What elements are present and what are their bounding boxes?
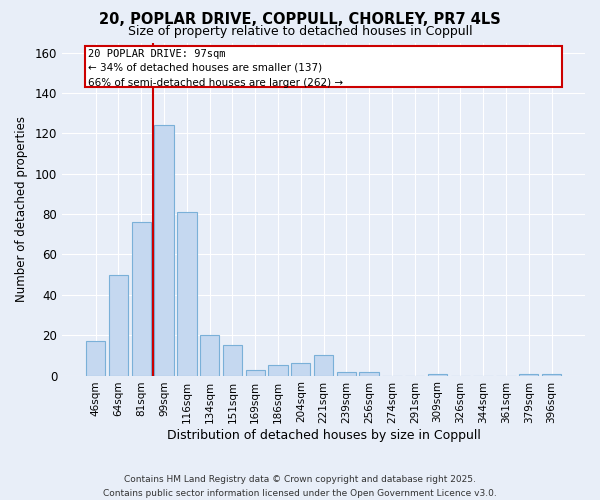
Bar <box>291 364 310 376</box>
Bar <box>245 370 265 376</box>
Text: 20, POPLAR DRIVE, COPPULL, CHORLEY, PR7 4LS: 20, POPLAR DRIVE, COPPULL, CHORLEY, PR7 … <box>99 12 501 28</box>
Bar <box>542 374 561 376</box>
Bar <box>200 335 219 376</box>
Bar <box>359 372 379 376</box>
Text: Contains HM Land Registry data © Crown copyright and database right 2025.
Contai: Contains HM Land Registry data © Crown c… <box>103 476 497 498</box>
Bar <box>268 366 287 376</box>
Bar <box>109 274 128 376</box>
Bar <box>337 372 356 376</box>
Text: Size of property relative to detached houses in Coppull: Size of property relative to detached ho… <box>128 25 472 38</box>
Bar <box>428 374 447 376</box>
Bar <box>314 356 333 376</box>
Y-axis label: Number of detached properties: Number of detached properties <box>15 116 28 302</box>
Bar <box>85 46 562 87</box>
Text: ← 34% of detached houses are smaller (137): ← 34% of detached houses are smaller (13… <box>88 62 322 72</box>
Bar <box>131 222 151 376</box>
Bar <box>177 212 197 376</box>
Text: 66% of semi-detached houses are larger (262) →: 66% of semi-detached houses are larger (… <box>88 78 343 88</box>
X-axis label: Distribution of detached houses by size in Coppull: Distribution of detached houses by size … <box>167 430 481 442</box>
Bar <box>223 346 242 376</box>
Bar <box>86 342 106 376</box>
Bar <box>154 126 174 376</box>
Bar <box>519 374 538 376</box>
Text: 20 POPLAR DRIVE: 97sqm: 20 POPLAR DRIVE: 97sqm <box>88 48 226 58</box>
